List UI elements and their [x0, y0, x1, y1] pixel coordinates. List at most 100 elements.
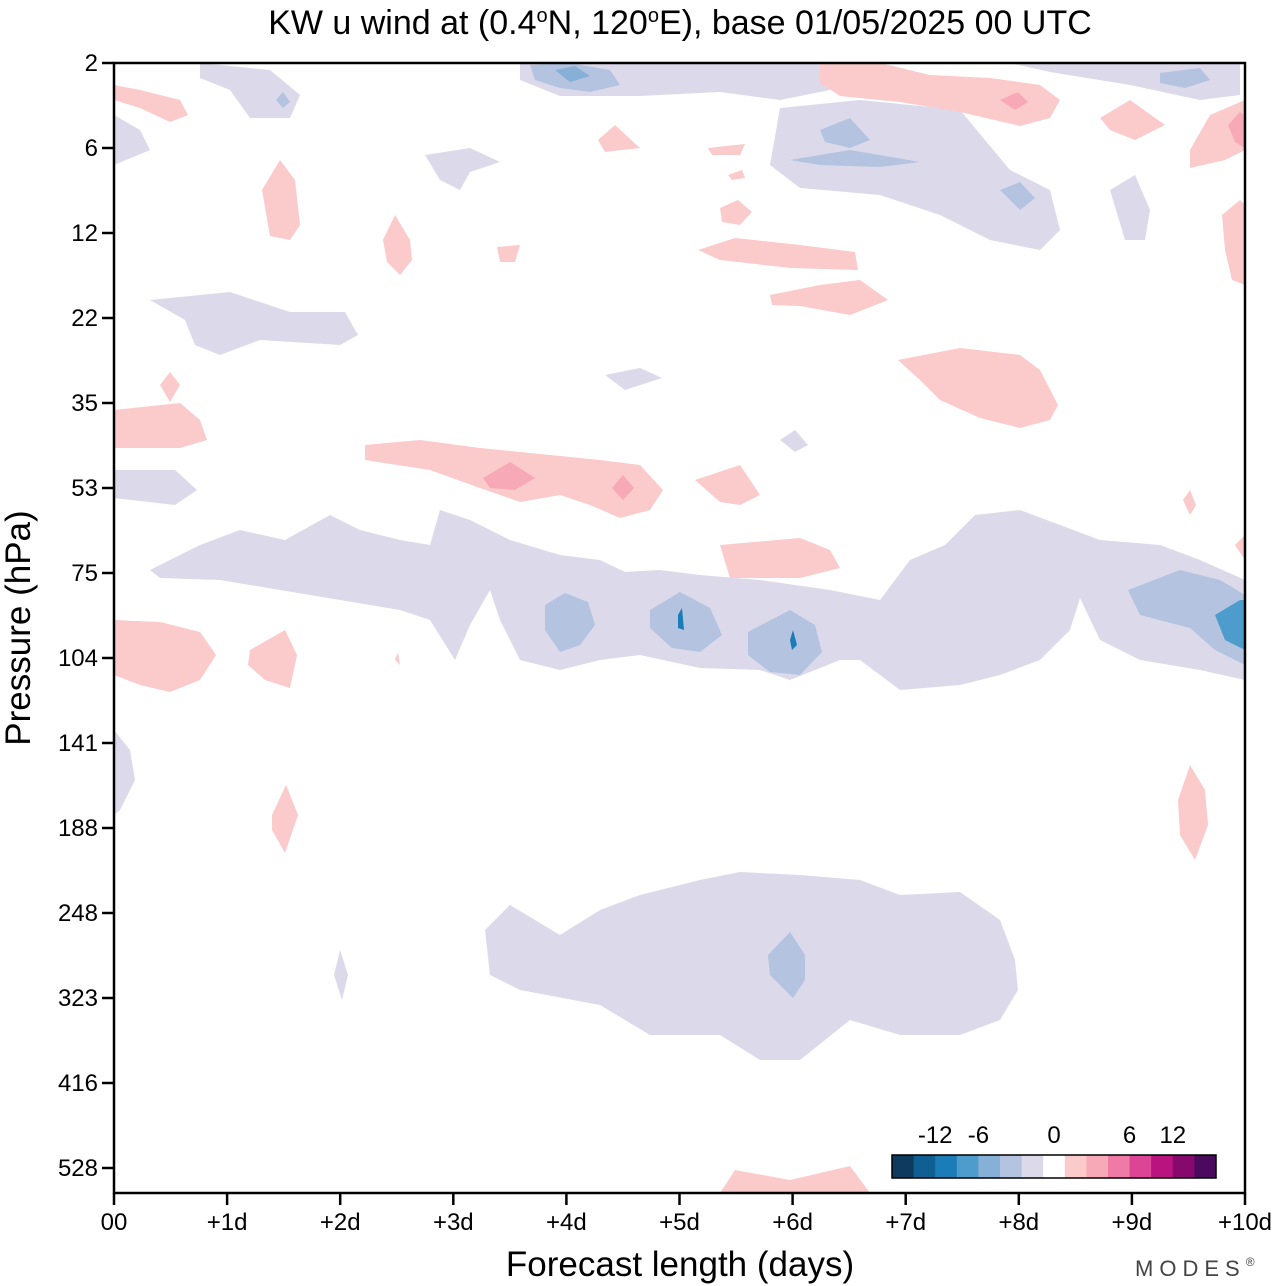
colorbar-swatch [935, 1155, 958, 1178]
contour-pos-light-53hpa-6d [695, 465, 760, 505]
contour-neg-mid-6hpa-band [790, 150, 920, 167]
contour-pos-mid-53-4.5d [612, 475, 634, 500]
colorbar-swatch [1064, 1155, 1087, 1178]
contour-pos-light-104-1.5d [248, 630, 297, 688]
colorbar-swatch [1194, 1155, 1217, 1178]
contour-fills [114, 63, 1245, 1193]
contour-neg-light-12hpa-right [1110, 175, 1150, 240]
title-degree-2: o [648, 5, 659, 27]
modes-logo: MODES® [1135, 1255, 1261, 1281]
contour-pos-light-right-10 [1222, 200, 1245, 285]
x-axis-title: Forecast length (days) [506, 1245, 854, 1284]
contour-pos-light-20hpa [770, 280, 888, 315]
contour-pos-light-14hpa [698, 238, 858, 270]
contour-neg-light-main-band [150, 510, 1245, 690]
y-axis: 2 6 12 22 35 53 75 104 141 188 248 323 416 528 [58, 50, 114, 1182]
contour-pos-light-104-dot [395, 652, 400, 665]
y-tick-label: 6 [85, 135, 98, 162]
contour-neg-mid-8hpa [820, 118, 870, 148]
colorbar-swatch [1151, 1155, 1174, 1178]
contour-pos-light-53-right [1183, 490, 1196, 515]
x-axis: 00 +1d +2d +3d +4d +5d +6d +7d +8d +9d +10d [101, 1193, 1272, 1236]
y-tick-label: 2 [85, 50, 98, 77]
contour-neg-light-left-edge [114, 115, 150, 165]
contour-neg-mid-top-right [1160, 68, 1210, 88]
x-tick-label: 00 [101, 1209, 128, 1236]
contour-neg-strong-top [555, 66, 590, 82]
colorbar-swatch [892, 1155, 915, 1178]
x-tick-label: +3d [433, 1209, 474, 1236]
contour-neg-strong-10d [1215, 600, 1245, 650]
y-tick-label: 188 [58, 815, 98, 842]
contour-neg-light-141hpa-left [114, 730, 135, 815]
contour-pos-light-104-left [114, 620, 216, 692]
y-tick-label: 75 [71, 560, 98, 587]
contour-pos-light-6hpa-a [598, 125, 640, 152]
contour-neg-core-5d [678, 608, 684, 630]
y-tick-label: 12 [71, 220, 98, 247]
contour-neg-mid-5d [650, 592, 722, 652]
y-tick-label: 53 [71, 475, 98, 502]
contour-pos-light-10hpa [720, 200, 752, 225]
y-tick-label: 416 [58, 1070, 98, 1097]
x-tick-label: +9d [1112, 1209, 1153, 1236]
x-tick-label: +5d [659, 1209, 700, 1236]
contour-pos-light-65hpa-6d [720, 538, 840, 578]
colorbar-swatch [1043, 1155, 1066, 1178]
contour-pos-light-8hpa-dot [728, 170, 745, 180]
colorbar-label: 6 [1123, 1122, 1136, 1149]
x-tick-label: +6d [772, 1209, 813, 1236]
x-tick-label: +7d [885, 1209, 926, 1236]
y-tick-label: 248 [58, 900, 98, 927]
y-tick-label: 104 [58, 645, 98, 672]
title-mid: N, 120 [548, 4, 648, 42]
contour-neg-core-6d [790, 630, 797, 650]
contour-neg-light-upper-band [200, 63, 300, 118]
colorbar-swatch [1108, 1155, 1131, 1178]
contour-neg-light-lower-blob [485, 872, 1018, 1060]
colorbar-swatch [1086, 1155, 1109, 1178]
contour-neg-mid-4d [545, 593, 595, 652]
colorbar-label: -12 [918, 1122, 953, 1149]
contour-neg-mid-6d [748, 610, 822, 675]
contour-pos-light-40hpa-left [114, 403, 207, 448]
y-tick-label: 528 [58, 1155, 98, 1182]
contour-pos-mid-right-edge-6 [1228, 112, 1245, 148]
colorbar: -12 -6 0 6 12 [891, 1122, 1217, 1179]
contour-pos-light-top-right [820, 63, 1060, 126]
contour-pos-light-right-6 [1100, 100, 1165, 140]
chart-title: KW u wind at (0.4oN, 120oE), base 01/05/… [268, 4, 1092, 42]
contour-neg-light-44hpa-dot [780, 430, 808, 452]
contour-neg-mid-lower [768, 932, 805, 998]
colorbar-swatch [956, 1155, 979, 1178]
y-tick-label: 22 [71, 305, 98, 332]
contour-pos-mid-53-3.5d [483, 462, 535, 490]
contour-pos-light-3.5d [497, 245, 520, 262]
contour-pos-light-188-right [1178, 765, 1208, 860]
colorbar-label: -6 [968, 1122, 989, 1149]
y-tick-label: 35 [71, 390, 98, 417]
contour-neg-light-323hpa-dot [334, 950, 348, 1000]
colorbar-label: 12 [1159, 1122, 1186, 1149]
contour-neg-mid-top-1.5d [276, 92, 290, 108]
colorbar-swatch [978, 1155, 1001, 1178]
contour-neg-mid-10d [1128, 570, 1245, 665]
contour-pos-light-right-edge-6 [1190, 100, 1245, 168]
contour-pos-mid-top-right [1000, 92, 1028, 110]
contour-pos-light-75-right [1235, 535, 1245, 560]
contour-pos-light-2.5d [383, 215, 412, 275]
colorbar-labels: -12 -6 0 6 12 [918, 1122, 1186, 1149]
contour-pos-light-top-left [114, 85, 188, 122]
x-tick-label: +1d [207, 1209, 248, 1236]
colorbar-swatch [1021, 1155, 1044, 1178]
x-tick-label: +10d [1218, 1209, 1272, 1236]
x-tick-label: +2d [320, 1209, 361, 1236]
colorbar-swatches [891, 1154, 1217, 1179]
contour-neg-light-53hpa-left [114, 470, 197, 505]
contour-pos-light-bottom [720, 1166, 870, 1193]
contour-neg-mid-8d-top [1000, 182, 1035, 210]
colorbar-swatch [913, 1155, 936, 1178]
contour-pos-light-35-dot [160, 372, 180, 402]
colorbar-swatch [1172, 1155, 1195, 1178]
